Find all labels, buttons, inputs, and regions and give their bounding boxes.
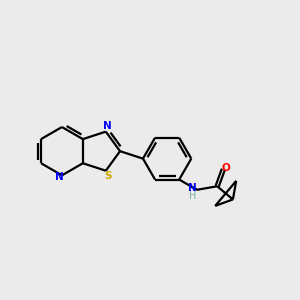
Text: N: N [103,121,112,131]
Text: N: N [55,172,64,182]
Text: H: H [189,191,196,201]
Text: N: N [188,183,197,193]
Text: O: O [221,163,230,173]
Text: S: S [104,171,112,181]
